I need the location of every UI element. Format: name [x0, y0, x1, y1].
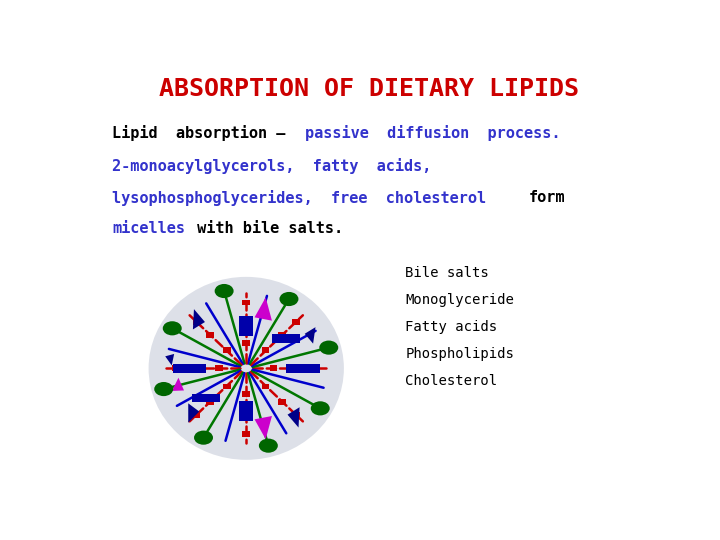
- Text: with bile salts.: with bile salts.: [188, 221, 343, 236]
- Polygon shape: [287, 407, 300, 428]
- Text: form: form: [528, 190, 565, 205]
- Polygon shape: [255, 416, 272, 439]
- Text: Fatty acids: Fatty acids: [405, 320, 498, 334]
- Bar: [278, 399, 286, 405]
- Bar: [193, 319, 200, 325]
- Circle shape: [163, 321, 181, 335]
- Polygon shape: [165, 354, 174, 366]
- Text: Monoglyceride: Monoglyceride: [405, 293, 514, 307]
- Bar: [261, 383, 269, 389]
- Polygon shape: [193, 309, 205, 329]
- Bar: [207, 332, 215, 338]
- Bar: [215, 366, 222, 371]
- Text: Bile salts: Bile salts: [405, 266, 489, 280]
- Bar: [173, 364, 207, 373]
- Bar: [223, 347, 231, 353]
- Circle shape: [311, 401, 330, 415]
- Circle shape: [194, 430, 213, 445]
- Bar: [243, 340, 250, 346]
- Bar: [192, 394, 220, 402]
- Polygon shape: [172, 377, 184, 391]
- Bar: [207, 399, 215, 405]
- Bar: [312, 366, 320, 371]
- Bar: [278, 332, 286, 338]
- Bar: [292, 319, 300, 325]
- Bar: [243, 413, 250, 419]
- Bar: [261, 347, 269, 353]
- Bar: [243, 318, 250, 323]
- Bar: [272, 334, 300, 343]
- Bar: [270, 366, 277, 371]
- Circle shape: [259, 438, 278, 453]
- Circle shape: [279, 292, 299, 306]
- Bar: [286, 364, 320, 373]
- Polygon shape: [305, 327, 315, 343]
- Bar: [193, 412, 200, 418]
- Bar: [293, 366, 301, 371]
- Circle shape: [154, 382, 174, 396]
- Bar: [243, 431, 250, 437]
- Text: 2-monoacylglycerols,  fatty  acids,: 2-monoacylglycerols, fatty acids,: [112, 158, 432, 174]
- Text: micelles: micelles: [112, 221, 185, 236]
- Circle shape: [215, 284, 233, 298]
- Bar: [243, 391, 250, 397]
- Circle shape: [319, 341, 338, 355]
- Polygon shape: [255, 298, 272, 321]
- Text: Phospholipids: Phospholipids: [405, 347, 514, 361]
- Bar: [243, 300, 250, 306]
- Bar: [239, 401, 253, 421]
- Bar: [292, 412, 300, 418]
- Text: Lipid  absorption –: Lipid absorption –: [112, 125, 294, 141]
- Text: Cholesterol: Cholesterol: [405, 374, 498, 388]
- Bar: [239, 316, 253, 336]
- Text: ABSORPTION OF DIETARY LIPIDS: ABSORPTION OF DIETARY LIPIDS: [159, 77, 579, 102]
- Text: lysophosphoglycerides,  free  cholesterol: lysophosphoglycerides, free cholesterol: [112, 190, 495, 206]
- Bar: [172, 366, 180, 371]
- Polygon shape: [188, 403, 199, 423]
- Bar: [192, 366, 199, 371]
- Ellipse shape: [148, 277, 344, 460]
- Text: passive  diffusion  process.: passive diffusion process.: [305, 125, 560, 141]
- Bar: [223, 383, 231, 389]
